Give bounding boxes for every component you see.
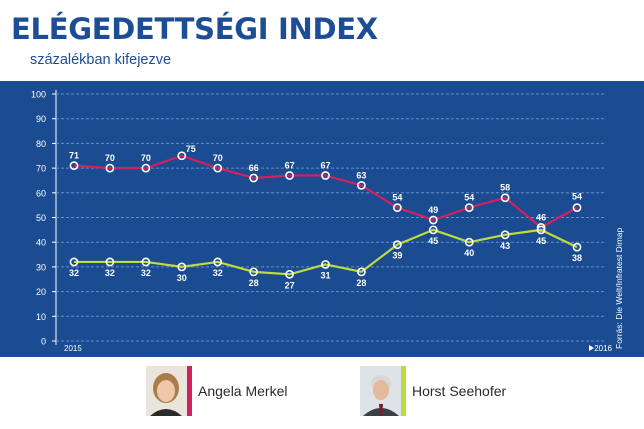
data-point: [500, 193, 510, 203]
data-label: 32: [69, 268, 79, 278]
portrait-man-icon: [360, 366, 406, 416]
data-point: [321, 171, 330, 180]
portrait-woman-icon: [146, 366, 192, 416]
data-point: [572, 242, 582, 252]
legend: Angela Merkel Horst Seehofer: [0, 365, 644, 425]
data-point: [249, 173, 259, 183]
legend-label-seehofer: Horst Seehofer: [412, 383, 507, 399]
series-line-merkel: [73, 154, 578, 229]
data-label: 63: [356, 170, 366, 180]
legend-item-merkel: Angela Merkel: [146, 365, 288, 417]
data-label: 32: [141, 268, 151, 278]
y-tick-label: 40: [36, 238, 46, 248]
data-label: 31: [320, 270, 330, 280]
data-point: [285, 171, 294, 180]
data-label: 28: [249, 278, 259, 288]
data-label: 45: [428, 236, 438, 246]
data-point: [428, 215, 438, 225]
data-label: 70: [105, 153, 115, 163]
data-label: 32: [213, 268, 223, 278]
data-point: [357, 267, 366, 277]
y-tick-label: 70: [36, 164, 46, 174]
data-label: 38: [572, 253, 582, 263]
data-point: [249, 267, 259, 277]
chart-subtitle: százalékban kifejezve: [30, 52, 172, 68]
data-point: [141, 163, 151, 173]
data-label: 70: [141, 153, 151, 163]
data-label: 54: [464, 193, 474, 203]
x-end-label: 2016: [594, 344, 612, 353]
data-point: [213, 163, 223, 173]
data-point: [69, 161, 79, 171]
series-line-seehofer: [74, 228, 578, 276]
y-tick-label: 90: [36, 114, 46, 124]
data-label: 43: [500, 241, 510, 251]
line-chart: 0 10 20 30 40 50 60 70 80 90 100 2015 2016 71 70 70 75 7…: [31, 90, 613, 354]
y-tick-label: 30: [36, 262, 46, 272]
data-label: 46: [536, 212, 546, 222]
chart-panel: 0 10 20 30 40 50 60 70 80 90 100 2015 2016 71 70 70 75 7…: [0, 81, 644, 357]
y-tick-label: 80: [36, 139, 46, 149]
data-label: 28: [356, 278, 366, 288]
x-start-label: 2015: [64, 344, 82, 353]
data-point: [464, 203, 474, 213]
data-point: [105, 257, 115, 267]
data-label: 39: [392, 251, 402, 261]
data-label: 40: [464, 248, 474, 258]
data-point: [177, 151, 187, 161]
data-point: [392, 240, 402, 250]
data-label: 54: [392, 193, 402, 203]
y-tick-label: 10: [36, 312, 46, 322]
source-note: Forrás: Die Welt/Infratest Dimap: [614, 227, 624, 349]
data-point: [69, 257, 79, 267]
data-label: 32: [105, 268, 115, 278]
legend-item-seehofer: Horst Seehofer: [360, 365, 506, 417]
data-point: [177, 262, 187, 272]
legend-label-merkel: Angela Merkel: [198, 383, 288, 399]
data-point: [392, 203, 402, 213]
data-point: [357, 180, 366, 190]
data-point: [105, 163, 115, 173]
data-point: [321, 260, 330, 269]
data-label: 67: [285, 161, 295, 171]
data-point: [213, 257, 223, 267]
data-point: [141, 257, 151, 267]
data-label: 49: [428, 205, 438, 215]
y-tick-label: 20: [36, 287, 46, 297]
data-label: 75: [186, 144, 196, 154]
data-label: 58: [500, 183, 510, 193]
data-point: [572, 203, 582, 213]
data-label: 27: [285, 280, 295, 290]
data-point: [428, 225, 438, 235]
data-label: 66: [249, 163, 259, 173]
data-label: 54: [572, 192, 582, 202]
data-point: [285, 269, 294, 279]
data-label: 45: [536, 236, 546, 246]
data-point: [464, 237, 474, 247]
data-point: [500, 230, 510, 240]
data-point: [536, 225, 546, 235]
y-tick-label: 50: [36, 213, 46, 223]
data-label: 71: [69, 151, 79, 161]
data-label: 70: [213, 153, 223, 163]
y-tick-label: 0: [41, 337, 46, 347]
x-axis-arrow: [589, 345, 594, 351]
chart-title: ELÉGEDETTSÉGI INDEX: [11, 12, 378, 46]
y-tick-label: 60: [36, 188, 46, 198]
data-label: 30: [177, 273, 187, 283]
data-label: 67: [320, 161, 330, 171]
y-tick-label: 100: [31, 90, 46, 100]
